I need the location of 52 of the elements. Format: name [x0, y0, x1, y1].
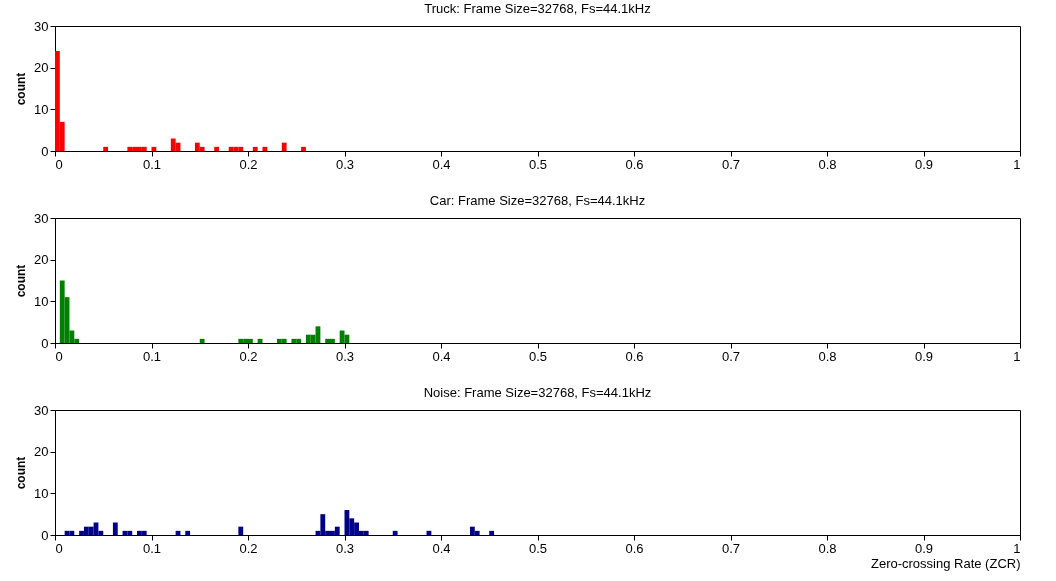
x-tick-label: 0.2 [239, 540, 258, 556]
x-tick-label: 0.5 [528, 348, 548, 364]
x-tick-label: 0.3 [335, 156, 355, 172]
x-tick-label: 0.9 [914, 156, 934, 172]
y-axis-title: count [14, 264, 29, 298]
x-tick-label: 0 [55, 348, 63, 364]
x-tick-label: 0.1 [142, 540, 162, 556]
x-tick-label: 0.9 [914, 348, 934, 364]
x-tick-label: 0.7 [721, 348, 741, 364]
chart-title: Car: Frame Size=32768, Fs=44.1kHz [429, 193, 646, 208]
y-tick-label: 20 [34, 252, 49, 268]
y-tick-label: 20 [34, 444, 49, 460]
y-tick-label: 0 [41, 527, 49, 543]
x-tick-label: 1 [1013, 348, 1021, 364]
x-tick-label: 1 [1013, 540, 1021, 556]
y-axis-title: count [14, 72, 29, 106]
y-axis-title: count [14, 456, 29, 490]
y-tick-label: 0 [41, 143, 49, 159]
x-tick-label: 0.6 [625, 540, 644, 556]
x-tick-label: 0.1 [142, 348, 162, 364]
y-tick-label: 20 [34, 60, 49, 76]
chart-title: Truck: Frame Size=32768, Fs=44.1kHz [424, 1, 651, 16]
x-tick-label: 0.8 [818, 348, 837, 364]
x-tick-label: 0.7 [721, 156, 741, 172]
x-tick-label: 0.7 [721, 540, 741, 556]
x-tick-label: 1 [1013, 156, 1021, 172]
x-tick-label: 0.8 [818, 540, 837, 556]
x-tick-label: 0.5 [528, 540, 548, 556]
y-tick-label: 0 [41, 335, 49, 351]
x-tick-label: 0.6 [625, 348, 644, 364]
x-tick-label: 0.4 [432, 156, 451, 172]
y-tick-label: 30 [34, 210, 49, 226]
y-tick-label: 30 [34, 402, 49, 418]
x-axis-title: Zero-crossing Rate (ZCR) [870, 555, 1021, 571]
y-tick-label: 30 [34, 18, 49, 34]
x-tick-label: 0.9 [914, 540, 934, 556]
x-tick-label: 0.4 [432, 540, 451, 556]
y-tick-label: 10 [34, 293, 49, 309]
x-tick-label: 0.2 [239, 348, 258, 364]
x-tick-label: 0.6 [625, 156, 644, 172]
x-tick-label: 0 [55, 540, 63, 556]
x-tick-label: 0.8 [818, 156, 837, 172]
chart-title: Noise: Frame Size=32768, Fs=44.1kHz [423, 385, 652, 400]
x-tick-label: 0.4 [432, 348, 451, 364]
x-tick-label: 0.3 [335, 540, 355, 556]
y-tick-label: 10 [34, 485, 49, 501]
x-tick-label: 0.3 [335, 348, 355, 364]
x-tick-label: 0.1 [142, 156, 162, 172]
x-tick-label: 0 [55, 156, 63, 172]
y-tick-label: 10 [34, 101, 49, 117]
x-tick-label: 0.2 [239, 156, 258, 172]
x-tick-label: 0.5 [528, 156, 548, 172]
